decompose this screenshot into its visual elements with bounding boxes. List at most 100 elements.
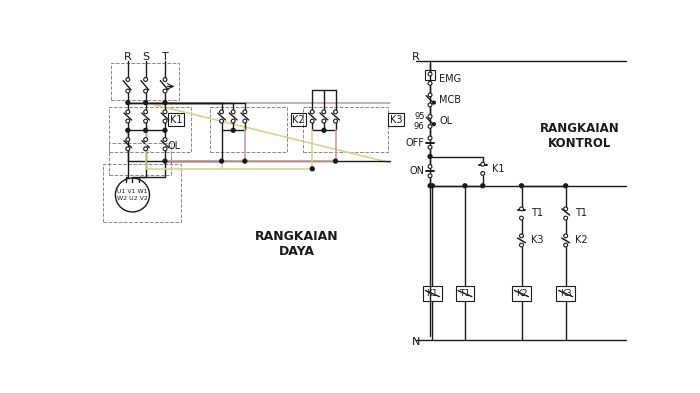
Circle shape bbox=[144, 129, 148, 132]
Text: OL: OL bbox=[440, 116, 452, 126]
Circle shape bbox=[126, 129, 130, 132]
Circle shape bbox=[564, 216, 568, 220]
Circle shape bbox=[144, 119, 148, 123]
Circle shape bbox=[126, 138, 130, 141]
Circle shape bbox=[144, 138, 148, 141]
Text: OL: OL bbox=[168, 141, 181, 151]
Circle shape bbox=[428, 145, 432, 149]
Circle shape bbox=[163, 77, 167, 81]
Circle shape bbox=[144, 77, 148, 81]
Circle shape bbox=[310, 119, 314, 123]
Circle shape bbox=[310, 110, 314, 114]
Text: U1 V1 W1: U1 V1 W1 bbox=[117, 189, 148, 195]
Text: T1: T1 bbox=[531, 208, 542, 219]
Circle shape bbox=[334, 159, 337, 163]
Circle shape bbox=[519, 184, 524, 188]
Circle shape bbox=[220, 119, 223, 123]
Circle shape bbox=[433, 123, 435, 125]
Text: T: T bbox=[162, 52, 169, 62]
Circle shape bbox=[126, 147, 130, 151]
Text: RANGKAIAN
KONTROL: RANGKAIAN KONTROL bbox=[540, 122, 620, 150]
Bar bbox=[556, 286, 575, 301]
Circle shape bbox=[433, 101, 435, 104]
Circle shape bbox=[519, 243, 524, 247]
Bar bbox=[512, 286, 531, 301]
Text: R: R bbox=[124, 52, 132, 62]
Circle shape bbox=[564, 184, 568, 188]
Text: K3: K3 bbox=[390, 114, 402, 125]
Circle shape bbox=[163, 110, 167, 114]
Circle shape bbox=[334, 110, 337, 114]
Circle shape bbox=[564, 234, 568, 238]
Circle shape bbox=[322, 110, 326, 114]
Circle shape bbox=[126, 101, 130, 105]
Circle shape bbox=[126, 119, 130, 123]
Circle shape bbox=[322, 119, 326, 123]
Circle shape bbox=[564, 243, 568, 247]
Text: K3: K3 bbox=[560, 289, 571, 298]
Text: K1: K1 bbox=[169, 114, 182, 125]
Bar bbox=[389, 113, 404, 126]
Circle shape bbox=[144, 89, 148, 93]
Text: N: N bbox=[412, 337, 420, 347]
Bar bbox=[111, 62, 179, 99]
Circle shape bbox=[428, 93, 432, 97]
Text: EMG: EMG bbox=[440, 74, 461, 84]
Circle shape bbox=[163, 89, 167, 93]
Circle shape bbox=[463, 184, 467, 188]
Circle shape bbox=[126, 89, 130, 93]
Circle shape bbox=[163, 147, 167, 151]
Circle shape bbox=[163, 138, 167, 141]
Text: T1: T1 bbox=[575, 208, 587, 219]
Circle shape bbox=[231, 129, 235, 132]
Bar bbox=[109, 107, 190, 152]
Circle shape bbox=[163, 101, 167, 105]
Circle shape bbox=[519, 207, 524, 211]
Circle shape bbox=[116, 178, 150, 212]
Bar bbox=[103, 164, 181, 222]
Circle shape bbox=[428, 165, 432, 169]
Circle shape bbox=[428, 184, 432, 188]
Circle shape bbox=[163, 159, 167, 163]
Text: K2: K2 bbox=[292, 114, 304, 125]
Circle shape bbox=[564, 207, 568, 211]
Circle shape bbox=[322, 129, 326, 132]
Text: K2: K2 bbox=[575, 235, 587, 246]
Text: RANGKAIAN
DAYA: RANGKAIAN DAYA bbox=[255, 230, 339, 257]
Circle shape bbox=[243, 119, 247, 123]
Circle shape bbox=[334, 119, 337, 123]
Text: K1: K1 bbox=[426, 289, 438, 298]
Circle shape bbox=[220, 159, 223, 163]
Bar bbox=[290, 113, 306, 126]
Text: S: S bbox=[142, 52, 149, 62]
Circle shape bbox=[481, 171, 484, 175]
Circle shape bbox=[428, 81, 432, 85]
Circle shape bbox=[519, 216, 524, 220]
Circle shape bbox=[519, 234, 524, 238]
Bar bbox=[423, 286, 442, 301]
Circle shape bbox=[310, 167, 314, 171]
Bar bbox=[303, 107, 389, 152]
Circle shape bbox=[481, 162, 484, 166]
Bar bbox=[210, 107, 288, 152]
Text: R: R bbox=[412, 52, 420, 62]
Text: 95: 95 bbox=[414, 112, 425, 121]
Circle shape bbox=[231, 119, 235, 123]
Text: OFF: OFF bbox=[406, 138, 425, 148]
Circle shape bbox=[428, 114, 432, 118]
Circle shape bbox=[428, 174, 432, 178]
Text: W2 U2 V2: W2 U2 V2 bbox=[117, 196, 148, 200]
Circle shape bbox=[144, 101, 148, 105]
Bar bbox=[425, 70, 435, 79]
Circle shape bbox=[428, 136, 432, 140]
Bar bbox=[109, 143, 172, 175]
Circle shape bbox=[243, 159, 247, 163]
Circle shape bbox=[428, 154, 432, 158]
Circle shape bbox=[126, 77, 130, 81]
Circle shape bbox=[126, 110, 130, 114]
Circle shape bbox=[428, 72, 432, 76]
Text: T1: T1 bbox=[459, 289, 470, 298]
Circle shape bbox=[481, 184, 484, 188]
Circle shape bbox=[428, 103, 432, 107]
Text: K2: K2 bbox=[516, 289, 527, 298]
